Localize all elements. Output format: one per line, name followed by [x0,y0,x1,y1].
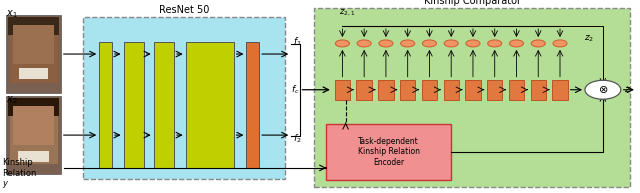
Bar [10,110,58,164]
Bar [154,42,174,168]
Bar [13,106,54,145]
Text: ResNet 50: ResNet 50 [159,5,209,15]
Ellipse shape [466,40,480,47]
Ellipse shape [531,40,545,47]
Text: $x_1$: $x_1$ [6,9,18,20]
Bar [8,98,59,116]
Bar [509,80,524,100]
Bar [465,80,481,100]
Bar [422,80,437,100]
Bar [356,80,372,100]
Bar [6,15,61,93]
Ellipse shape [509,40,524,47]
Bar [335,80,350,100]
Bar [400,80,415,100]
Ellipse shape [488,40,502,47]
Bar [124,42,144,168]
Bar [83,17,285,179]
Text: $z$: $z$ [624,85,631,94]
Text: Kinship Comparator: Kinship Comparator [424,0,520,6]
Bar [19,68,48,79]
Bar [186,42,234,168]
Ellipse shape [357,40,371,47]
Ellipse shape [422,40,436,47]
Text: $f_2$: $f_2$ [293,133,301,145]
Text: $\otimes$: $\otimes$ [598,84,608,95]
Bar [6,96,61,174]
Ellipse shape [401,40,415,47]
Bar [531,80,546,100]
Bar [99,42,112,168]
Bar [246,42,259,168]
Bar [13,25,54,64]
Bar [314,8,630,187]
Bar [18,151,49,162]
Bar [10,29,58,83]
Text: $z_{2,1}$: $z_{2,1}$ [339,8,355,18]
Text: $x_2$: $x_2$ [6,95,18,106]
Ellipse shape [444,40,458,47]
Bar [326,124,451,180]
Text: $f_c$: $f_c$ [291,84,300,96]
Ellipse shape [379,40,393,47]
Ellipse shape [585,80,621,99]
Bar [487,80,502,100]
Ellipse shape [335,40,349,47]
Text: Task-dependent
Kinship Relation
Encoder: Task-dependent Kinship Relation Encoder [358,137,420,167]
Bar [8,17,59,35]
Bar [444,80,459,100]
Bar [378,80,394,100]
Text: $z_2$: $z_2$ [584,33,595,44]
Bar [552,80,568,100]
Ellipse shape [553,40,567,47]
Text: Kinship
Relation
$y$: Kinship Relation $y$ [2,158,36,190]
Text: $f_1$: $f_1$ [293,35,302,48]
